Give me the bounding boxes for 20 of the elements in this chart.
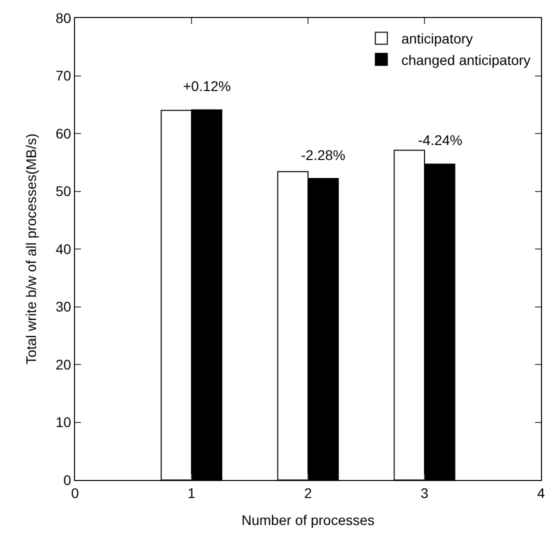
y-tick-label: 60 bbox=[56, 125, 72, 142]
y-tick-label: 80 bbox=[56, 10, 72, 26]
legend-label: anticipatory bbox=[401, 30, 473, 47]
y-tick-label: 70 bbox=[56, 68, 72, 84]
x-tick-label: 1 bbox=[188, 484, 196, 501]
y-tick-label: 40 bbox=[56, 240, 72, 257]
annotation: +0.12% bbox=[183, 78, 231, 94]
x-axis-title: Number of processes bbox=[241, 512, 375, 528]
y-tick-label: 0 bbox=[63, 472, 72, 488]
x-tick-label: 4 bbox=[537, 484, 546, 501]
y-tick-label: 20 bbox=[56, 356, 72, 372]
y-tick-label: 30 bbox=[56, 298, 72, 315]
annotation: -4.24% bbox=[418, 132, 462, 148]
legend-label: changed anticipatory bbox=[401, 52, 531, 68]
annotation: -2.28% bbox=[301, 147, 346, 163]
x-tick-label: 2 bbox=[304, 484, 312, 501]
x-tick-label: 3 bbox=[420, 484, 429, 501]
y-axis-title: Total write b/w of all processes(MB/s) bbox=[23, 133, 40, 365]
y-tick-label: 10 bbox=[56, 414, 72, 430]
y-tick-label: 50 bbox=[56, 183, 72, 200]
